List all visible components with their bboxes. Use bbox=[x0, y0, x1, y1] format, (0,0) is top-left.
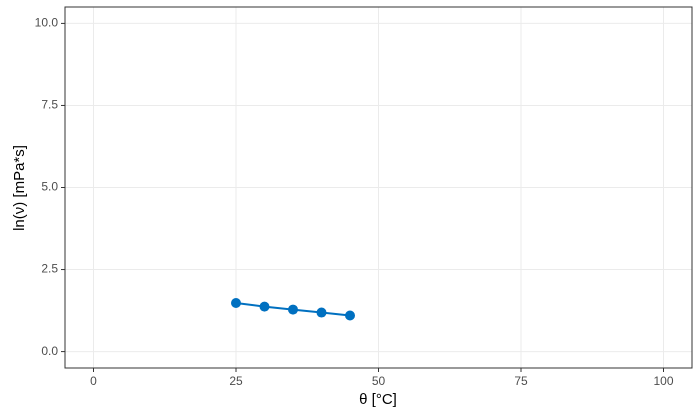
y-tick-label: 5.0 bbox=[41, 180, 58, 194]
x-tick-label: 0 bbox=[90, 374, 97, 388]
y-axis-title: ln(ν) [mPa*s] bbox=[11, 145, 28, 231]
x-tick-label: 75 bbox=[514, 374, 528, 388]
data-point bbox=[345, 310, 355, 321]
x-tick-label: 25 bbox=[229, 374, 243, 388]
y-tick-label: 7.5 bbox=[41, 98, 58, 112]
x-axis-title: θ [°C] bbox=[359, 391, 397, 408]
panel-border bbox=[64, 6, 693, 369]
data-point bbox=[288, 304, 298, 315]
x-tick-label: 50 bbox=[372, 374, 386, 388]
x-tick-label: 100 bbox=[653, 374, 673, 388]
y-tick-label: 10.0 bbox=[35, 16, 59, 30]
data-point bbox=[259, 301, 270, 312]
data-point bbox=[231, 298, 241, 309]
data-point bbox=[316, 307, 327, 318]
y-tick-label: 0.0 bbox=[41, 344, 58, 358]
y-tick-label: 2.5 bbox=[41, 262, 58, 276]
